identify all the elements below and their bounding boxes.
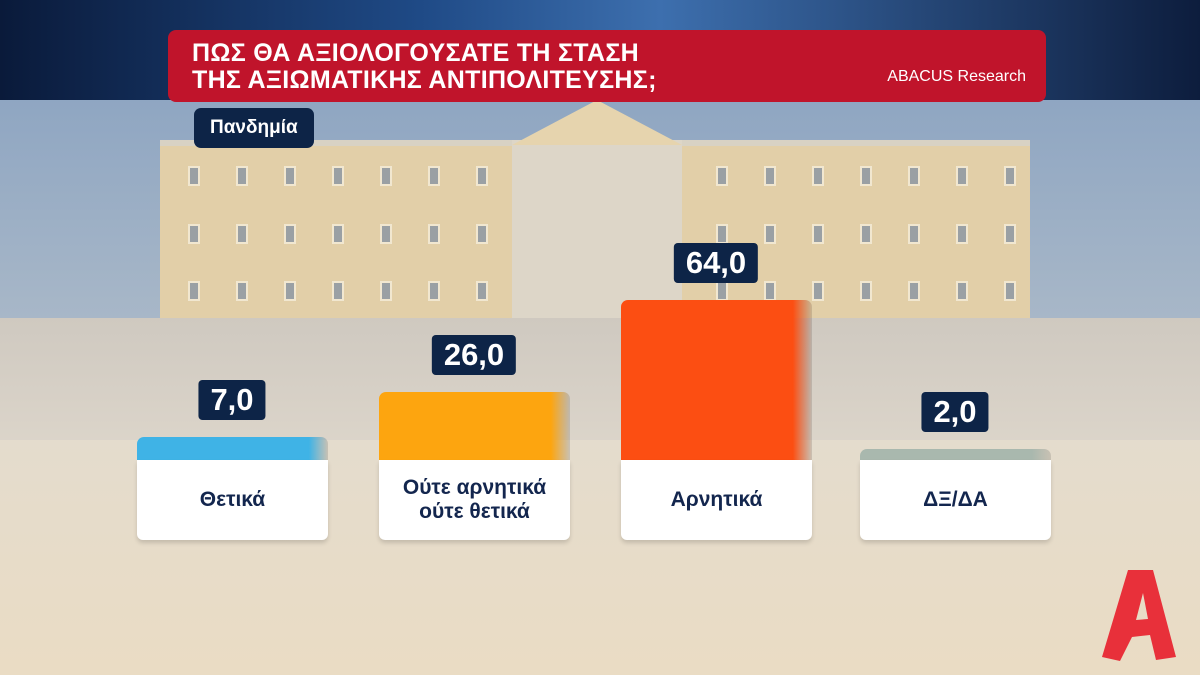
parliament-portico-image [512,140,682,320]
window-decoration [860,281,872,301]
window-decoration [332,224,344,244]
window-decoration [284,281,296,301]
value-label: 2,0 [921,392,989,433]
window-decoration [236,281,248,301]
chart-title: ΠΩΣ ΘΑ ΑΞΙΟΛΟΓΟΥΣΑΤΕ ΤΗ ΣΤΑΣΗ ΤΗΣ ΑΞΙΩΜΑ… [192,40,657,94]
window-decoration [188,281,200,301]
window-decoration [860,166,872,186]
window-decoration [476,224,488,244]
window-decoration [812,281,824,301]
window-decoration [380,224,392,244]
value-label: 26,0 [431,334,517,375]
window-decoration [428,224,440,244]
window-decoration [764,166,776,186]
window-decoration [236,224,248,244]
window-decoration [476,281,488,301]
window-decoration [716,281,728,301]
window-decoration [332,166,344,186]
bar-fill [137,437,328,460]
alpha-channel-logo [1102,570,1176,661]
window-decoration [332,281,344,301]
window-decoration [476,166,488,186]
window-decoration [1004,166,1016,186]
value-label: 7,0 [198,380,266,421]
window-decoration [764,281,776,301]
category-label: Αρνητικά [621,460,812,540]
category-label: Θετικά [137,460,328,540]
window-decoration [956,166,968,186]
source-label: ABACUS Research [887,68,1026,85]
title-line-2: ΤΗΣ ΑΞΙΩΜΑΤΙΚΗΣ ΑΝΤΙΠΟΛΙΤΕΥΣΗΣ; [192,66,657,94]
window-decoration [908,166,920,186]
window-decoration [812,166,824,186]
bar-fill [860,449,1051,460]
window-decoration [956,224,968,244]
category-label: Ούτε αρνητικά ούτε θετικά [379,460,570,540]
window-decoration [428,166,440,186]
window-decoration [380,166,392,186]
window-decoration [284,166,296,186]
window-decoration [1004,281,1016,301]
window-decoration [284,224,296,244]
category-label: ΔΞ/ΔΑ [860,460,1051,540]
topic-badge: Πανδημία [194,108,314,148]
window-decoration [188,166,200,186]
window-decoration [188,224,200,244]
bar-fill [621,300,812,460]
window-decoration [812,224,824,244]
title-banner: ΠΩΣ ΘΑ ΑΞΙΟΛΟΓΟΥΣΑΤΕ ΤΗ ΣΤΑΣΗ ΤΗΣ ΑΞΙΩΜΑ… [168,30,1046,102]
window-decoration [716,224,728,244]
window-decoration [1004,224,1016,244]
window-decoration [908,281,920,301]
value-label: 64,0 [673,243,759,284]
window-decoration [860,224,872,244]
window-decoration [380,281,392,301]
window-decoration [716,166,728,186]
window-decoration [236,166,248,186]
window-decoration [908,224,920,244]
window-decoration [764,224,776,244]
title-line-1: ΠΩΣ ΘΑ ΑΞΙΟΛΟΓΟΥΣΑΤΕ ΤΗ ΣΤΑΣΗ [192,39,640,67]
bar-fill [379,391,570,460]
window-decoration [956,281,968,301]
window-decoration [428,281,440,301]
